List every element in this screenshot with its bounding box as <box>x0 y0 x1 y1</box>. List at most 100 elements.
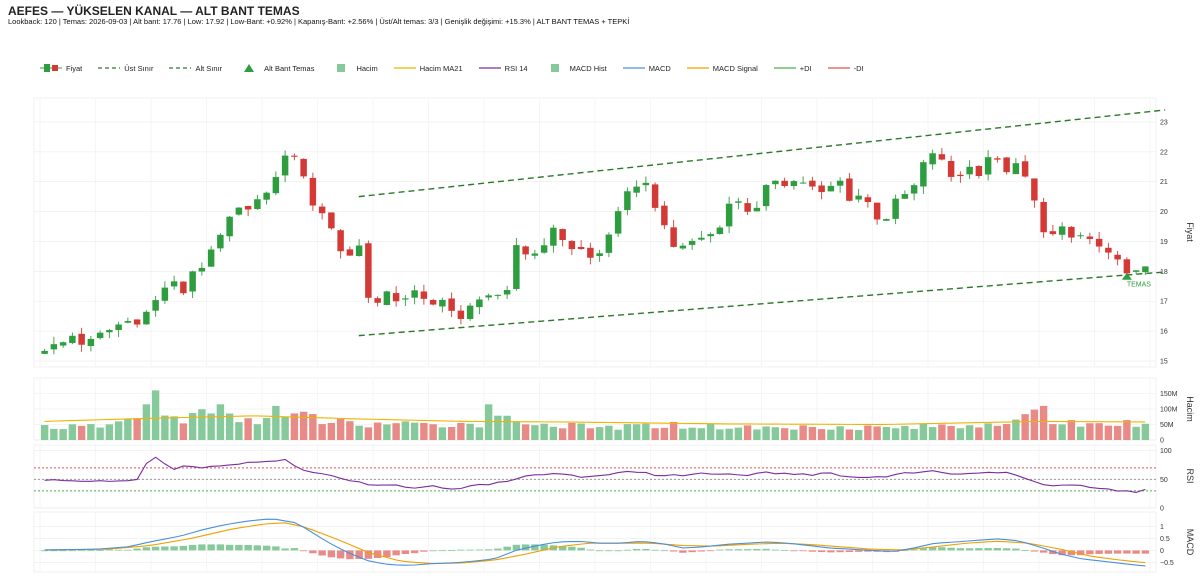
candle-body <box>957 174 964 177</box>
volume-bar <box>225 413 234 440</box>
macd-hist-bar <box>392 550 400 556</box>
macd-hist-bar <box>947 547 955 551</box>
volume-bar <box>438 427 447 440</box>
legend-item[interactable]: Üst Sınır <box>98 63 153 73</box>
volume-bar <box>1095 423 1103 440</box>
candle-body <box>679 245 687 249</box>
legend-item[interactable]: +DI <box>773 63 812 73</box>
volume-bar <box>383 424 391 440</box>
macd-hist-bar <box>642 548 650 551</box>
legend-label: +DI <box>799 63 812 73</box>
candle-body <box>448 298 455 311</box>
volume-bar <box>845 429 854 440</box>
volume-bar <box>568 422 576 440</box>
y-tick-label: 0 <box>1160 506 1164 513</box>
macd-hist-bar <box>595 550 604 552</box>
macd-hist-bar <box>706 550 715 552</box>
macd-hist-bar <box>531 544 539 551</box>
volume-bar <box>947 425 955 440</box>
volume-bar <box>87 424 95 440</box>
volume-bar <box>864 425 872 440</box>
candle-body <box>1031 178 1038 201</box>
macd-hist-bar <box>669 550 678 552</box>
legend-swatch <box>827 67 850 69</box>
legend-item[interactable]: Fiyat <box>40 63 82 73</box>
candle-body <box>624 191 631 211</box>
legend-item[interactable]: Hacim <box>330 63 378 73</box>
volume-bar <box>355 425 363 440</box>
volume-ma-line <box>44 415 1146 426</box>
candle-body <box>374 298 381 303</box>
macd-hist-bar <box>771 549 780 551</box>
candle-body <box>818 185 825 193</box>
legend-item[interactable]: MACD Signal <box>686 63 758 73</box>
macd-hist-bar <box>253 545 262 551</box>
lower-channel-line <box>358 271 1166 337</box>
volume-bar <box>105 424 114 440</box>
y-tick-label: −0.5 <box>1160 560 1174 567</box>
macd-hist-bar <box>762 548 770 551</box>
legend-item[interactable]: MACD <box>622 63 671 73</box>
candle-body <box>1086 236 1094 239</box>
volume-bar <box>1039 405 1048 440</box>
candle-body <box>59 342 67 346</box>
volume-bar <box>531 425 539 440</box>
candles <box>41 147 1149 355</box>
volume-bar <box>401 421 410 440</box>
macd-hist-bar <box>503 546 511 551</box>
macd-hist-bar <box>660 550 669 552</box>
macd-hist-bar <box>420 550 428 552</box>
volume-bar <box>309 414 317 440</box>
legend-item[interactable]: Hacim MA21 <box>393 63 463 73</box>
legend-item[interactable]: Alt Sınır <box>169 63 222 73</box>
candle-body <box>254 199 261 210</box>
legend-swatch <box>244 64 255 72</box>
macd-hist-bar <box>586 549 595 551</box>
volume-bar <box>151 390 160 440</box>
candle-body <box>910 185 918 194</box>
candle-body <box>994 158 1001 160</box>
legend-item[interactable]: MACD Hist <box>544 63 607 73</box>
candle-body <box>605 234 613 253</box>
volume-bar <box>170 416 178 440</box>
macd-hist-bar <box>753 548 761 551</box>
candle-body <box>1123 259 1131 274</box>
legend-item[interactable]: RSI 14 <box>478 63 528 73</box>
legend-swatch <box>686 67 709 69</box>
candle-body <box>614 211 622 234</box>
volume-bar <box>1067 420 1076 440</box>
volume-bar <box>780 428 789 440</box>
candle-body <box>328 212 335 229</box>
y-tick-label: 21 <box>1160 179 1168 186</box>
candle-body <box>152 300 159 311</box>
candle-body <box>1132 270 1140 272</box>
macd-hist-bar <box>373 550 382 558</box>
macd-hist-bar <box>1141 550 1150 554</box>
candle-body <box>355 245 363 257</box>
legend-label: Alt Sınır <box>195 63 223 73</box>
candle-body <box>439 299 446 307</box>
y-tick-label: 0 <box>1160 548 1164 555</box>
legend-label: Hacim <box>356 63 378 73</box>
macd-hist-bar <box>558 545 567 551</box>
legend-item[interactable]: Alt Bant Temas <box>238 63 314 73</box>
macd-hist-bar <box>1132 550 1140 554</box>
candle-body <box>799 182 807 184</box>
macd-hist-bar <box>281 548 289 551</box>
legend-item[interactable]: -DI <box>827 63 864 73</box>
volume-bar <box>586 428 595 440</box>
price-axis-label: Fiyat <box>1185 222 1195 242</box>
candle-body <box>69 335 76 343</box>
volume-bar <box>558 428 567 440</box>
candle-body <box>263 192 270 200</box>
y-tick-label: 16 <box>1160 329 1168 336</box>
candle-body <box>883 219 890 221</box>
chart-subtitle: Lookback: 120 | Temas: 2026-09-03 | Alt … <box>8 17 630 26</box>
macd-hist-bar <box>327 550 336 558</box>
candle-body <box>772 180 779 185</box>
candle-body <box>633 186 640 193</box>
legend-label: Üst Sınır <box>124 63 154 73</box>
candle-body <box>744 203 751 212</box>
candle-body <box>550 227 557 246</box>
legend-swatch <box>337 64 346 72</box>
